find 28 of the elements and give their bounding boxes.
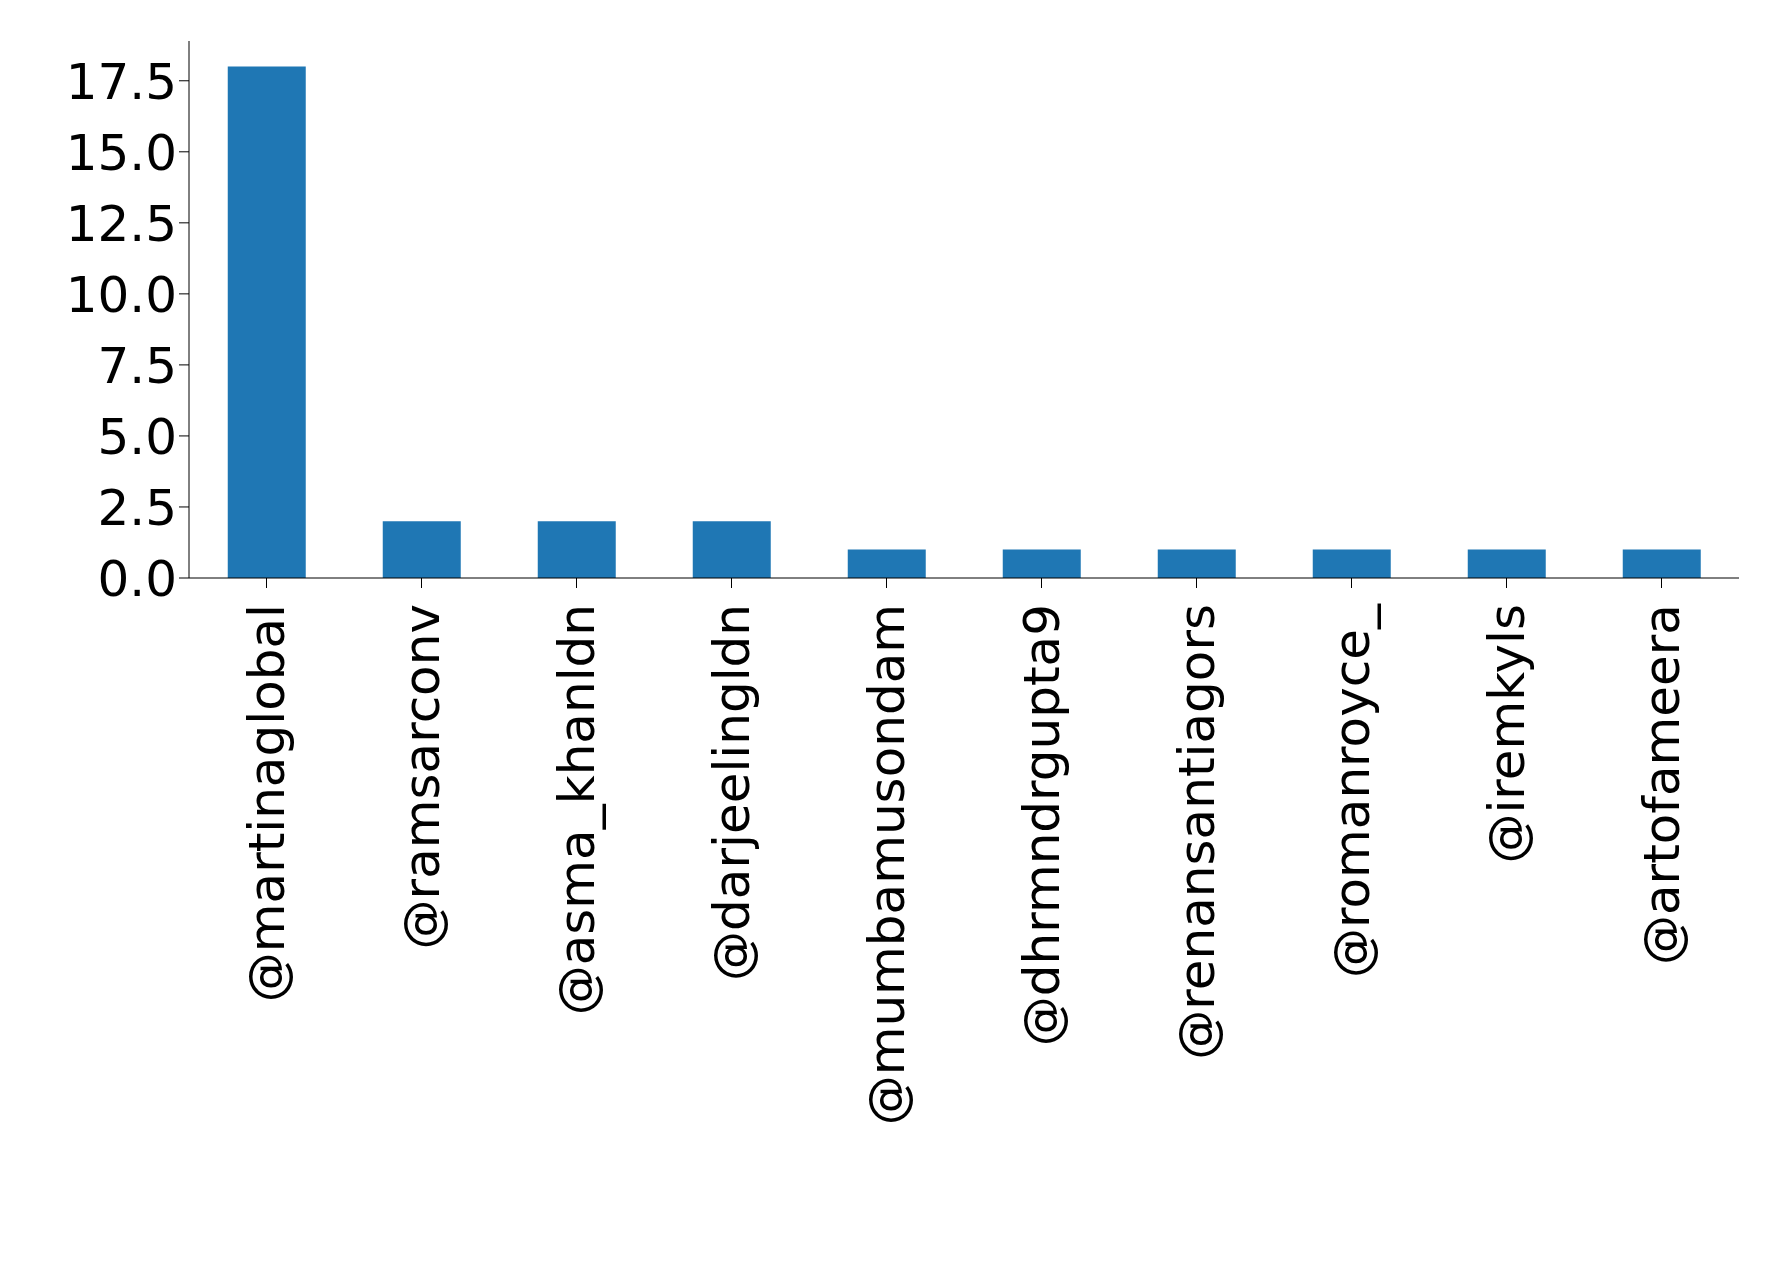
x-tick-label: @artofameera	[1632, 604, 1691, 966]
bar	[227, 66, 306, 578]
y-tick-label: 5.0	[97, 407, 177, 466]
bar	[1002, 549, 1081, 578]
bar	[1157, 549, 1236, 578]
bar	[537, 521, 616, 578]
y-tick-label: 15.0	[65, 123, 177, 182]
bar	[692, 521, 771, 578]
bar	[1622, 549, 1701, 578]
y-tick-label: 10.0	[65, 265, 177, 324]
bar	[1467, 549, 1546, 578]
y-tick-label: 7.5	[97, 336, 177, 395]
x-tick-label: @renansantiagors	[1167, 604, 1226, 1060]
y-tick-label: 17.5	[65, 52, 177, 111]
x-tick-label: @darjeelingldn	[702, 604, 761, 981]
bar	[382, 521, 461, 578]
y-tick-label: 2.5	[97, 478, 177, 537]
x-tick-label: @ramsarconv	[392, 604, 451, 950]
x-tick-label: @mumbamusondam	[857, 604, 916, 1126]
bar	[847, 549, 926, 578]
x-tick-label: @dhrmndrgupta9	[1012, 604, 1071, 1047]
x-tick-label: @iremkyls	[1477, 604, 1536, 864]
y-tick-label: 0.0	[97, 549, 177, 608]
x-tick-label: @asma_khanldn	[547, 604, 606, 1016]
x-tick-label: @romanroyce_	[1322, 603, 1381, 978]
y-tick-label: 12.5	[65, 194, 177, 253]
bar	[1312, 549, 1391, 578]
x-tick-label: @martinaglobal	[237, 604, 296, 1003]
